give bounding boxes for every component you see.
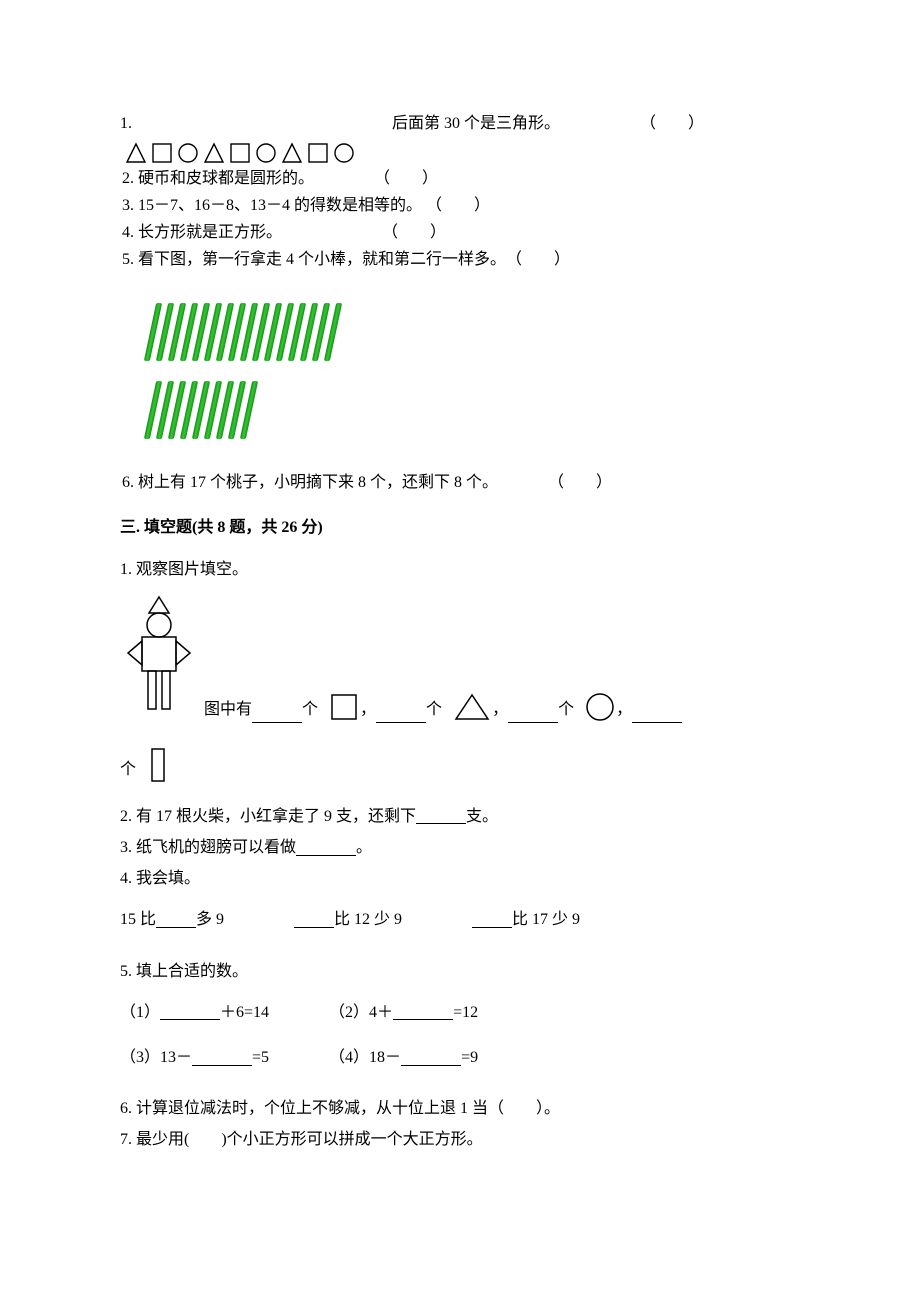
- blank: [160, 1004, 220, 1020]
- unit: 个: [558, 696, 574, 723]
- square-icon: [150, 141, 174, 165]
- text: ＋6=14: [220, 999, 269, 1026]
- q4-text: 4. 长方形就是正方形。: [122, 219, 282, 246]
- q3-text: 3. 15－7、16－8、13－4 的得数是相等的。 （ ）: [122, 192, 490, 219]
- s3-q2: 2. 有 17 根火柴，小红拿走了 9 支，还剩下 支。: [120, 803, 800, 830]
- s3-q1-figure-block: 图中有 个 ， 个 ， 个 ， 个: [120, 595, 800, 783]
- q1-paren: （ ）: [640, 110, 704, 137]
- square-icon: [228, 141, 252, 165]
- sticks-figure: [150, 303, 800, 439]
- q2-text: 2. 硬币和皮球都是圆形的。: [122, 165, 314, 192]
- s3-q4a: 15 比 多 9: [120, 906, 224, 933]
- sep: ，: [492, 696, 508, 723]
- sticks-row-1: [150, 303, 800, 361]
- blank: [401, 1050, 461, 1066]
- question-5: 5. 看下图，第一行拿走 4 个小棒，就和第二行一样多。 （ ）: [122, 246, 800, 273]
- q1-tail-text: 后面第 30 个是三角形。: [392, 110, 560, 137]
- q4-paren: （ ）: [382, 219, 446, 246]
- blank: [393, 1004, 453, 1020]
- text: （3）13－: [120, 1044, 192, 1071]
- question-6: 6. 树上有 17 个桃子，小明摘下来 8 个，还剩下 8 个。 （ ）: [122, 469, 800, 496]
- question-4: 4. 长方形就是正方形。 （ ）: [122, 219, 800, 246]
- square-icon: [306, 141, 330, 165]
- blank: [156, 912, 196, 928]
- blank: [192, 1050, 252, 1066]
- q2-paren: （ ）: [374, 165, 438, 192]
- question-1: 1. 后面第 30 个是三角形。 （ ）: [120, 110, 800, 165]
- s3-q5-row2: （3）13－ =5 （4）18－ =9: [120, 1044, 800, 1075]
- s3-q4b: 比 12 少 9: [294, 906, 402, 933]
- blank: [294, 912, 334, 928]
- unit: 个: [426, 696, 442, 723]
- text: 比 17 少 9: [512, 906, 580, 933]
- text: =5: [252, 1044, 269, 1071]
- section-3-title: 三. 填空题(共 8 题，共 26 分): [120, 514, 800, 541]
- blank: [508, 707, 558, 723]
- s3-q5: 5. 填上合适的数。: [120, 958, 800, 985]
- q6-text: 6. 树上有 17 个桃子，小明摘下来 8 个，还剩下 8 个。: [122, 469, 498, 496]
- triangle-icon: [202, 141, 226, 165]
- circle-icon: [254, 141, 278, 165]
- shape-sequence: [124, 141, 356, 165]
- s3-q1-prefix: 图中有: [204, 696, 252, 723]
- text: （4）18－: [329, 1044, 401, 1071]
- s3-q2-text: 2. 有 17 根火柴，小红拿走了 9 支，还剩下: [120, 803, 416, 830]
- blank: [632, 707, 682, 723]
- text: =12: [453, 999, 478, 1026]
- s3-q3-text: 3. 纸飞机的翅膀可以看做: [120, 834, 296, 861]
- triangle-icon: [280, 141, 304, 165]
- s3-q3: 3. 纸飞机的翅膀可以看做 。: [120, 834, 800, 861]
- blank: [416, 808, 466, 824]
- circle-icon: [332, 141, 356, 165]
- q6-paren: （ ）: [548, 469, 612, 496]
- s3-q5-i4: （4）18－ =9: [329, 1044, 478, 1071]
- triangle-icon: [124, 141, 148, 165]
- triangle-icon: [452, 691, 492, 723]
- text: 比 12 少 9: [334, 906, 402, 933]
- q5-text: 5. 看下图，第一行拿走 4 个小棒，就和第二行一样多。 （ ）: [122, 246, 570, 273]
- s3-q6: 6. 计算退位减法时，个位上不够减，从十位上退 1 当（ ）。: [120, 1095, 800, 1122]
- text: （1）: [120, 999, 160, 1026]
- text: （2）4＋: [329, 999, 393, 1026]
- unit: 个: [120, 756, 136, 783]
- text: 多 9: [196, 906, 224, 933]
- q1-number: 1.: [120, 110, 132, 137]
- sticks-row-2: [150, 381, 800, 439]
- question-2: 2. 硬币和皮球都是圆形的。 （ ）: [122, 165, 800, 192]
- question-3: 3. 15－7、16－8、13－4 的得数是相等的。 （ ）: [122, 192, 800, 219]
- s3-q5-i2: （2）4＋ =12: [329, 999, 478, 1026]
- blank: [252, 707, 302, 723]
- s3-q1-text: 1. 观察图片填空。: [120, 556, 800, 583]
- s3-q5-i1: （1） ＋6=14: [120, 999, 269, 1026]
- text: =9: [461, 1044, 478, 1071]
- s3-q3-suffix: 。: [356, 834, 372, 861]
- blank: [296, 840, 356, 856]
- unit: 个: [302, 696, 318, 723]
- text: 15 比: [120, 906, 156, 933]
- sep: ，: [360, 696, 376, 723]
- s3-q7: 7. 最少用( )个小正方形可以拼成一个大正方形。: [120, 1126, 800, 1153]
- blank: [472, 912, 512, 928]
- s3-q4: 4. 我会填。: [120, 865, 800, 892]
- sep: ，: [616, 696, 632, 723]
- s3-q2-suffix: 支。: [466, 803, 498, 830]
- rectangle-icon: [150, 747, 166, 783]
- s3-q5-row1: （1） ＋6=14 （2）4＋ =12: [120, 999, 800, 1030]
- robot-icon: [120, 595, 198, 723]
- s3-q5-i3: （3）13－ =5: [120, 1044, 269, 1071]
- blank: [376, 707, 426, 723]
- circle-icon: [584, 691, 616, 723]
- s3-q4c: 比 17 少 9: [472, 906, 580, 933]
- circle-icon: [176, 141, 200, 165]
- s3-q4-row: 15 比 多 9 比 12 少 9 比 17 少 9: [120, 906, 800, 937]
- square-icon: [328, 691, 360, 723]
